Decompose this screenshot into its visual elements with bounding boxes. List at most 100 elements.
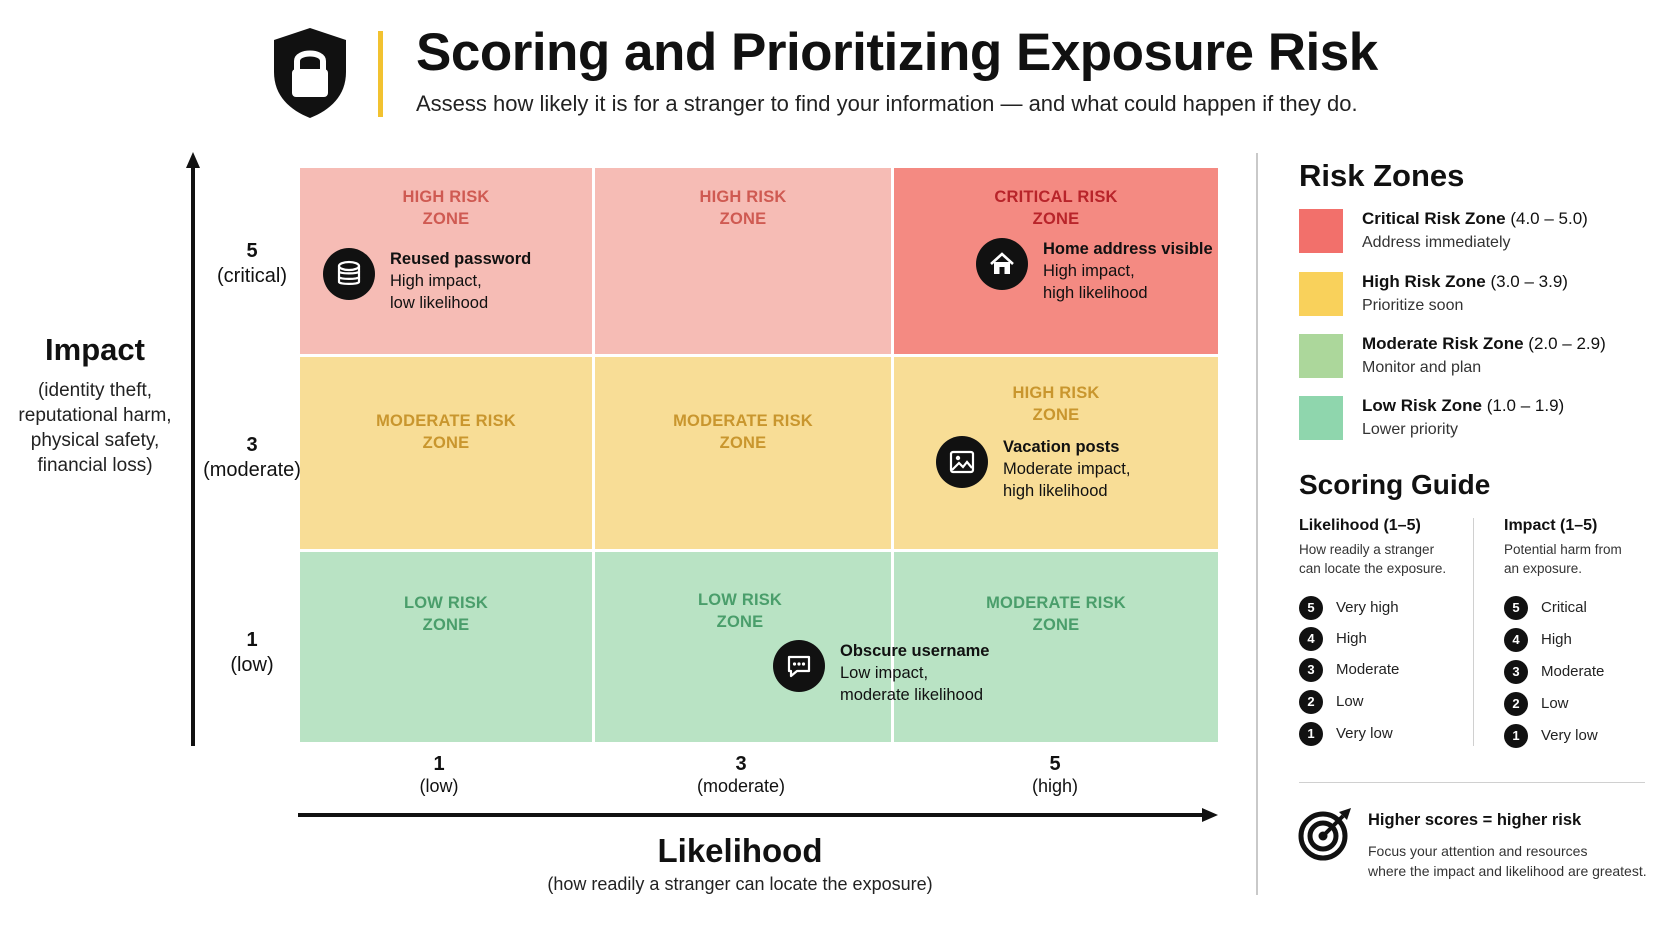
cell-moderate-risk: MODERATE RISK ZONE xyxy=(300,357,592,549)
zone-label: CRITICAL RISK ZONE xyxy=(994,188,1118,228)
home-icon xyxy=(976,238,1028,290)
x-axis-subtitle: (how readily a stranger can locate the e… xyxy=(547,874,933,894)
x-axis-arrow xyxy=(298,808,1218,822)
level-badge: 4 xyxy=(1299,627,1323,651)
likelihood-level-1: 1 Very low xyxy=(1299,722,1469,748)
legend-range: (4.0 – 5.0) xyxy=(1510,209,1588,228)
exposure-detail: Low impact, xyxy=(840,664,929,682)
legend-name: Low Risk Zone xyxy=(1362,396,1482,415)
likelihood-level-2: 2 Low xyxy=(1299,690,1469,716)
exposure-detail: high likelihood xyxy=(1003,482,1108,500)
y-tick-label: (moderate) xyxy=(203,459,301,481)
exposure-vacation-posts[interactable]: Vacation posts Moderate impact, high lik… xyxy=(936,436,1236,506)
page-subtitle: Assess how likely it is for a stranger t… xyxy=(416,91,1358,116)
panel-divider xyxy=(1256,153,1258,895)
x-tick-label: (low) xyxy=(419,776,459,796)
level-label: Very low xyxy=(1336,725,1393,742)
level-label: Very high xyxy=(1336,599,1399,616)
level-badge: 3 xyxy=(1299,658,1323,682)
x-tick-5: 5 (high) xyxy=(955,753,1155,797)
level-badge: 2 xyxy=(1504,692,1528,716)
exposure-detail: High impact, xyxy=(390,272,482,290)
x-tick-value: 5 xyxy=(1049,753,1061,775)
cell-high-risk: HIGH RISK ZONE xyxy=(595,168,891,354)
level-badge: 5 xyxy=(1504,596,1528,620)
guide-description: Potential harm from xyxy=(1504,542,1622,557)
zone-label: MODERATE RISK ZONE xyxy=(986,594,1126,634)
exposure-name: Reused password xyxy=(390,250,532,268)
likelihood-level-3: 3 Moderate xyxy=(1299,658,1469,684)
legend-action: Monitor and plan xyxy=(1362,359,1482,376)
y-tick-label: (critical) xyxy=(217,265,287,287)
zone-label: HIGH RISK ZONE xyxy=(699,188,787,228)
legend-action: Lower priority xyxy=(1362,421,1459,438)
exposure-detail: High impact, xyxy=(1043,262,1135,280)
guide-description: How readily a stranger xyxy=(1299,542,1435,557)
exposure-name: Obscure username xyxy=(840,642,990,660)
level-label: Moderate xyxy=(1336,661,1400,678)
zone-label: MODERATE RISK ZONE xyxy=(673,412,813,452)
zone-label: MODERATE RISK ZONE xyxy=(376,412,516,452)
x-tick-label: (moderate) xyxy=(696,776,786,796)
risk-matrix: HIGH RISK ZONE HIGH RISK ZONE CRITICAL RIS… xyxy=(300,168,1218,742)
level-badge: 2 xyxy=(1299,690,1323,714)
level-label: Low xyxy=(1541,695,1569,712)
legend-moderate-zone: Moderate Risk Zone (2.0 – 2.9) Monitor a… xyxy=(1299,334,1639,380)
y-tick-value: 3 xyxy=(246,434,258,456)
scoring-guide-title: Scoring Guide xyxy=(1299,469,1491,500)
guide-heading: Impact (1–5) xyxy=(1504,517,1598,534)
cell-moderate-risk: MODERATE RISK ZONE xyxy=(894,552,1218,742)
y-tick-value: 5 xyxy=(246,240,258,262)
level-label: Moderate xyxy=(1541,663,1605,680)
x-tick-3: 3 (moderate) xyxy=(641,753,841,797)
likelihood-level-4: 4 High xyxy=(1299,627,1469,653)
exposure-home-address[interactable]: Home address visible High impact, high l… xyxy=(976,238,1296,308)
legend-swatch xyxy=(1299,272,1343,316)
impact-guide: Impact (1–5) Potential harm from an expo… xyxy=(1504,517,1672,578)
guide-description: an exposure. xyxy=(1504,561,1583,576)
exposure-detail: low likelihood xyxy=(390,294,489,312)
guide-heading: Likelihood (1–5) xyxy=(1299,517,1421,534)
guide-description: can locate the exposure. xyxy=(1299,561,1447,576)
exposure-reused-password[interactable]: Reused password High impact, low likelih… xyxy=(323,248,613,318)
risk-zones-title: Risk Zones xyxy=(1299,158,1465,193)
level-label: High xyxy=(1336,630,1367,647)
x-axis-title: Likelihood xyxy=(657,832,823,869)
legend-swatch xyxy=(1299,209,1343,253)
x-tick-label: (high) xyxy=(1031,776,1079,796)
level-label: Critical xyxy=(1541,599,1587,616)
y-tick-label: (low) xyxy=(230,654,274,676)
target-icon xyxy=(1298,808,1351,861)
guide-divider xyxy=(1473,518,1474,746)
level-badge: 5 xyxy=(1299,596,1323,620)
legend-swatch xyxy=(1299,334,1343,378)
cell-high-risk: HIGH RISK ZONE xyxy=(300,168,592,354)
legend-name: Moderate Risk Zone xyxy=(1362,334,1524,353)
page-title: Scoring and Prioritizing Exposure Risk xyxy=(416,23,1378,82)
exposure-obscure-username[interactable]: Obscure username Low impact, moderate li… xyxy=(773,640,1073,710)
level-label: Very low xyxy=(1541,727,1598,744)
cell-high-risk: HIGH RISK ZONE xyxy=(894,357,1218,549)
y-tick-5: 5 (critical) xyxy=(200,239,304,289)
impact-level-1: 1 Very low xyxy=(1504,724,1672,750)
impact-level-2: 2 Low xyxy=(1504,692,1672,718)
exposure-name: Home address visible xyxy=(1043,240,1213,258)
legend-swatch xyxy=(1299,396,1343,440)
y-axis-arrow xyxy=(186,152,200,746)
cell-low-risk: LOW RISK ZONE xyxy=(595,552,891,742)
legend-range: (2.0 – 2.9) xyxy=(1528,334,1606,353)
legend-action: Prioritize soon xyxy=(1362,297,1464,314)
exposure-detail: high likelihood xyxy=(1043,284,1148,302)
impact-level-5: 5 Critical xyxy=(1504,596,1672,622)
legend-name: High Risk Zone xyxy=(1362,272,1486,291)
y-tick-1: 1 (low) xyxy=(200,628,304,678)
level-label: High xyxy=(1541,631,1572,648)
level-badge: 1 xyxy=(1299,722,1323,746)
impact-level-3: 3 Moderate xyxy=(1504,660,1672,686)
zone-label: LOW RISK ZONE xyxy=(403,594,489,634)
impact-level-4: 4 High xyxy=(1504,628,1672,654)
likelihood-guide: Likelihood (1–5) How readily a stranger … xyxy=(1299,517,1489,578)
cell-low-risk: LOW RISK ZONE xyxy=(300,552,592,742)
chat-bubble-icon xyxy=(773,640,825,692)
exposure-name: Vacation posts xyxy=(1003,438,1120,456)
